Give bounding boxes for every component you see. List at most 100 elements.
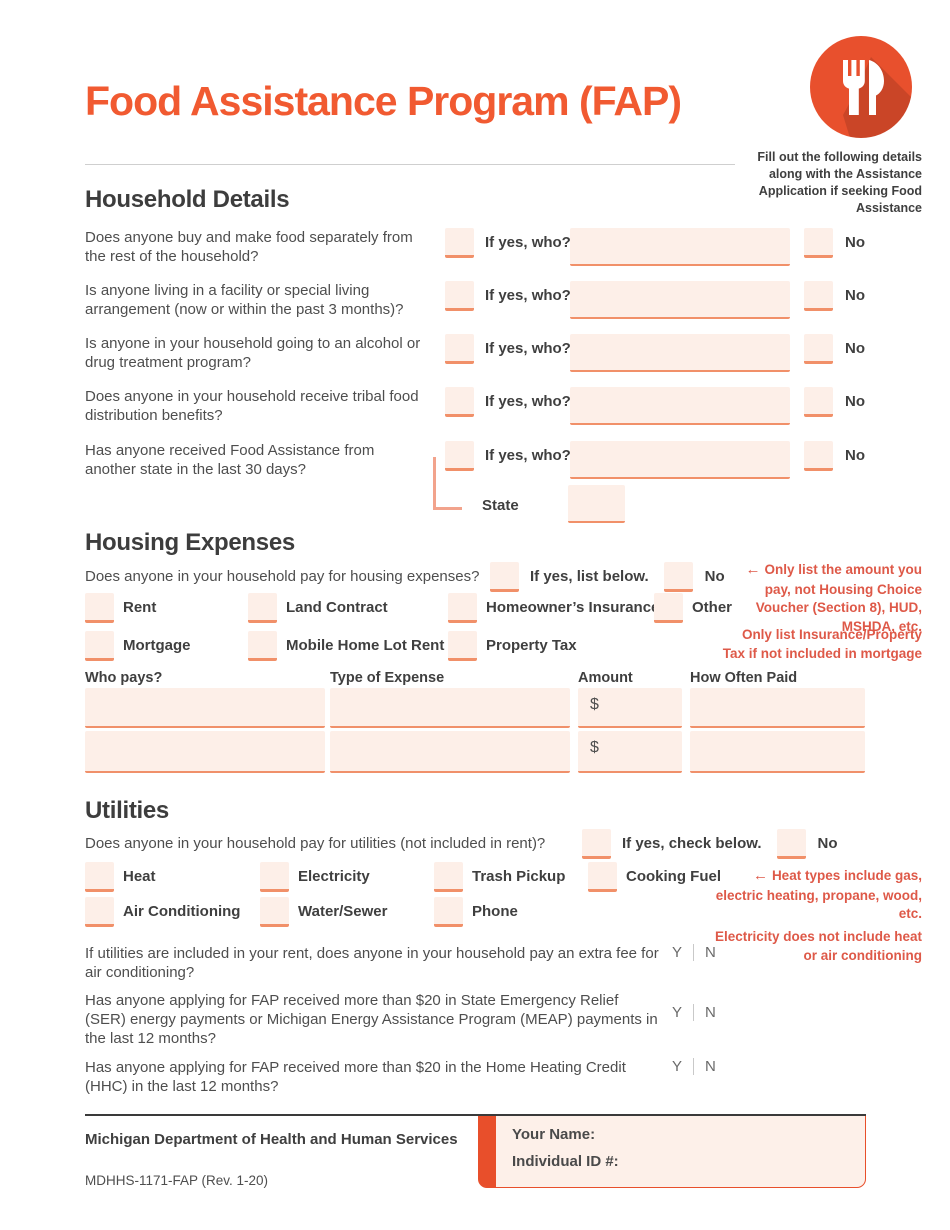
yes-option[interactable]: Y	[672, 1004, 695, 1021]
amount-input[interactable]: $	[578, 731, 682, 773]
option-label: Air Conditioning	[123, 903, 241, 920]
who-input[interactable]	[570, 441, 790, 479]
no-label: No	[845, 340, 865, 357]
how-often-paid-input[interactable]	[690, 731, 865, 773]
rent-checkbox[interactable]	[85, 593, 114, 623]
who-input[interactable]	[570, 228, 790, 266]
yes-checkbox[interactable]	[582, 829, 611, 859]
heat-checkbox[interactable]	[85, 862, 114, 892]
housing-question-row: Does anyone in your household pay for ho…	[85, 562, 865, 592]
col-header-who-pays: Who pays?	[85, 670, 163, 686]
option-label: Mobile Home Lot Rent	[286, 637, 445, 654]
currency-symbol: $	[590, 696, 599, 713]
utilities-question-row: Does anyone in your household pay for ut…	[85, 829, 865, 859]
question-text: Has anyone applying for FAP received mor…	[85, 1059, 626, 1096]
who-input[interactable]	[570, 281, 790, 319]
no-checkbox[interactable]	[804, 441, 833, 471]
option-electricity: Electricity	[260, 862, 434, 892]
no-checkbox[interactable]	[804, 387, 833, 417]
footer-divider	[85, 1114, 866, 1116]
option-label: Other	[692, 599, 733, 616]
yes-option[interactable]: Y	[672, 1058, 695, 1075]
utilities-options-row-1: Heat Electricity Trash Pickup Cooking Fu…	[85, 862, 865, 892]
no-option[interactable]: N	[705, 1058, 716, 1075]
option-label: Heat	[123, 868, 156, 885]
form-number: MDHHS-1171-FAP (Rev. 1-20)	[85, 1173, 269, 1188]
option-mortgage: Mortgage	[85, 631, 248, 661]
expense-type-input[interactable]	[330, 688, 570, 728]
yes-checkbox[interactable]	[445, 228, 474, 258]
yes-checkbox[interactable]	[445, 387, 474, 417]
if-yes-label: If yes, who?	[485, 447, 571, 464]
option-trash-pickup: Trash Pickup	[434, 862, 588, 892]
option-label: Cooking Fuel	[626, 868, 721, 885]
option-label: Electricity	[298, 868, 370, 885]
question-text: Has anyone applying for FAP received mor…	[85, 992, 658, 1048]
no-checkbox[interactable]	[663, 562, 693, 592]
housing-note-insurance: Only list Insurance/Property Tax if not …	[722, 627, 922, 661]
property-tax-checkbox[interactable]	[448, 631, 477, 661]
phone-checkbox[interactable]	[434, 897, 463, 927]
utilities-heading: Utilities	[85, 797, 169, 824]
land-contract-checkbox[interactable]	[248, 593, 277, 623]
question-text: Does anyone in your household pay for ut…	[85, 835, 546, 852]
mortgage-checkbox[interactable]	[85, 631, 114, 661]
who-input[interactable]	[570, 387, 790, 425]
note-line: Application if seeking Food	[758, 183, 922, 198]
mobile-home-lot-rent-checkbox[interactable]	[248, 631, 277, 661]
option-label: Property Tax	[486, 637, 577, 654]
agency-name: Michigan Department of Health and Human …	[85, 1131, 458, 1148]
no-checkbox[interactable]	[804, 334, 833, 364]
how-often-paid-input[interactable]	[690, 688, 865, 728]
who-pays-input[interactable]	[85, 688, 325, 728]
option-land-contract: Land Contract	[248, 593, 448, 623]
who-pays-input[interactable]	[85, 731, 325, 773]
no-option[interactable]: N	[705, 944, 716, 961]
yes-checkbox[interactable]	[490, 562, 519, 592]
yes-checkbox[interactable]	[445, 441, 474, 471]
if-yes-label: If yes, check below.	[622, 835, 762, 852]
state-input[interactable]	[568, 485, 625, 523]
col-header-type: Type of Expense	[330, 670, 445, 686]
other-checkbox[interactable]	[654, 593, 683, 623]
no-checkbox[interactable]	[804, 281, 833, 311]
if-yes-label: If yes, list below.	[530, 568, 649, 585]
option-property-tax: Property Tax	[448, 631, 577, 661]
option-label: Rent	[123, 599, 157, 616]
option-water-sewer: Water/Sewer	[260, 897, 434, 927]
who-input[interactable]	[570, 334, 790, 372]
no-checkbox[interactable]	[776, 829, 806, 859]
yes-checkbox[interactable]	[445, 334, 474, 364]
household-question-row: Is anyone living in a facility or specia…	[85, 281, 865, 319]
air-conditioning-checkbox[interactable]	[85, 897, 114, 927]
no-checkbox[interactable]	[804, 228, 833, 258]
option-label: Phone	[472, 903, 518, 920]
cooking-fuel-checkbox[interactable]	[588, 862, 617, 892]
yes-no-choice: Y N	[672, 1004, 716, 1021]
note-line: along with the Assistance	[768, 166, 922, 181]
no-label: No	[704, 568, 725, 585]
header-divider	[85, 164, 735, 165]
expense-type-input[interactable]	[330, 731, 570, 773]
water-sewer-checkbox[interactable]	[260, 897, 289, 927]
amount-input[interactable]: $	[578, 688, 682, 728]
yn-question-row: If utilities are included in your rent, …	[85, 944, 865, 982]
if-yes-label: If yes, who?	[485, 287, 571, 304]
option-homeowners-insurance: Homeowner’s Insurance	[448, 593, 659, 623]
question-text: Does anyone in your household pay for ho…	[85, 568, 480, 585]
yes-option[interactable]: Y	[672, 944, 695, 961]
option-cooking-fuel: Cooking Fuel	[588, 862, 721, 892]
note-line: Fill out the following details	[757, 150, 922, 164]
electricity-checkbox[interactable]	[260, 862, 289, 892]
yes-checkbox[interactable]	[445, 281, 474, 311]
col-header-how-often: How Often Paid	[690, 670, 798, 686]
col-header-amount: Amount	[578, 670, 633, 686]
option-phone: Phone	[434, 897, 518, 927]
no-option[interactable]: N	[705, 1004, 716, 1021]
trash-pickup-checkbox[interactable]	[434, 862, 463, 892]
homeowners-insurance-checkbox[interactable]	[448, 593, 477, 623]
left-arrow-icon: ←	[752, 867, 768, 884]
state-label: State	[482, 497, 519, 514]
housing-note-voucher: ← Only list the amount you pay, not Housi…	[722, 560, 922, 637]
